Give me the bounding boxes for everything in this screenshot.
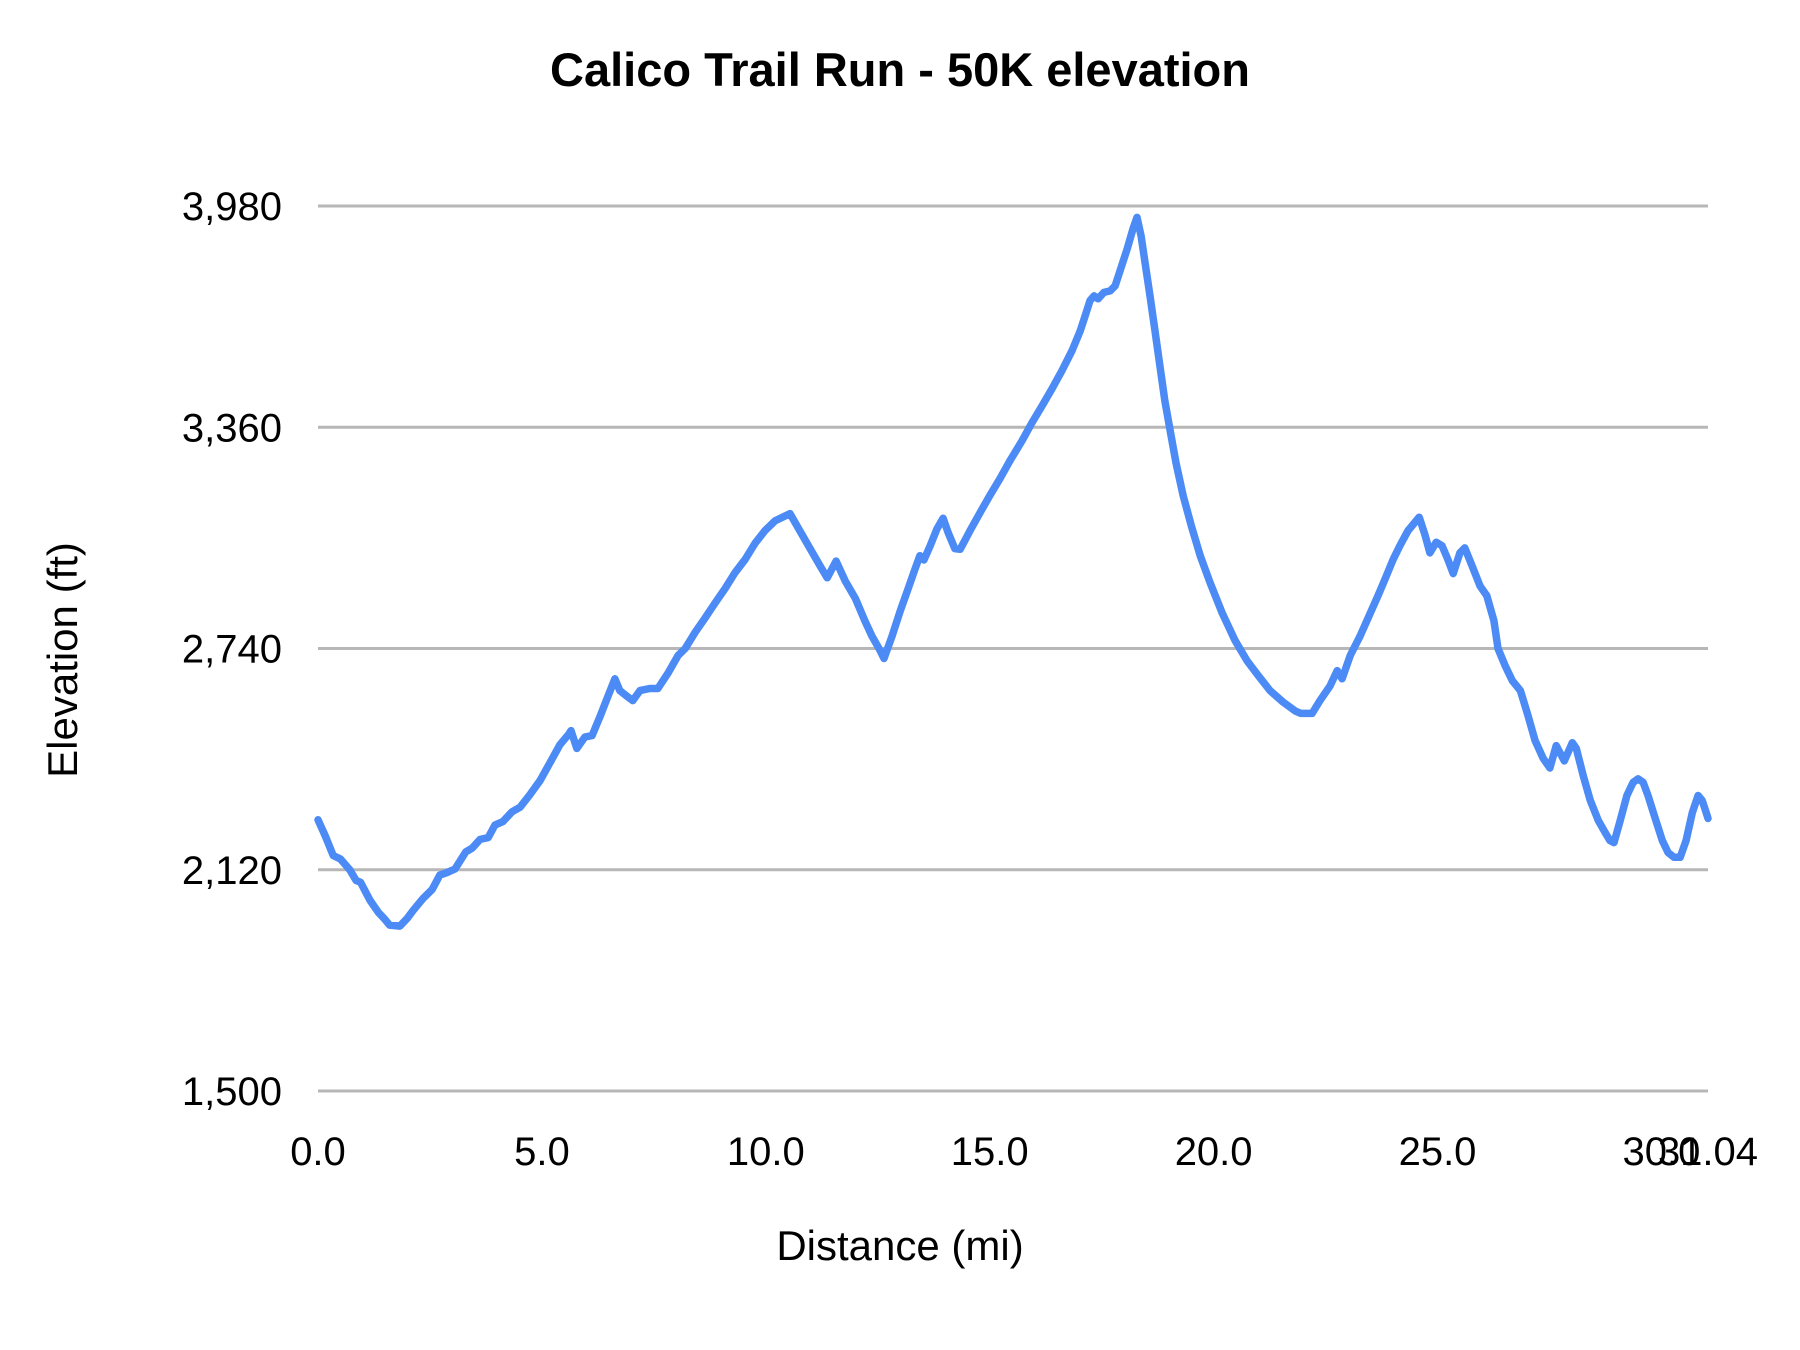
x-axis-title: Distance (mi) bbox=[776, 1222, 1024, 1269]
x-tick-label: 25.0 bbox=[1399, 1130, 1477, 1174]
x-tick-label: 5.0 bbox=[514, 1130, 570, 1174]
y-tick-label: 3,980 bbox=[182, 185, 282, 229]
y-tick-label: 3,360 bbox=[182, 406, 282, 450]
chart-title: Calico Trail Run - 50K elevation bbox=[550, 43, 1250, 96]
x-tick-label: 15.0 bbox=[951, 1130, 1029, 1174]
y-tick-label: 2,740 bbox=[182, 628, 282, 672]
y-tick-label: 1,500 bbox=[182, 1070, 282, 1114]
elevation-line bbox=[314, 213, 1712, 930]
x-tick-label: 30.0 bbox=[1622, 1130, 1700, 1174]
x-tick-label: 0.0 bbox=[290, 1130, 346, 1174]
x-tick-label: 31.04 bbox=[1658, 1130, 1758, 1174]
y-tick-label: 2,120 bbox=[182, 849, 282, 893]
x-tick-label: 20.0 bbox=[1175, 1130, 1253, 1174]
x-tick-label: 10.0 bbox=[727, 1130, 805, 1174]
